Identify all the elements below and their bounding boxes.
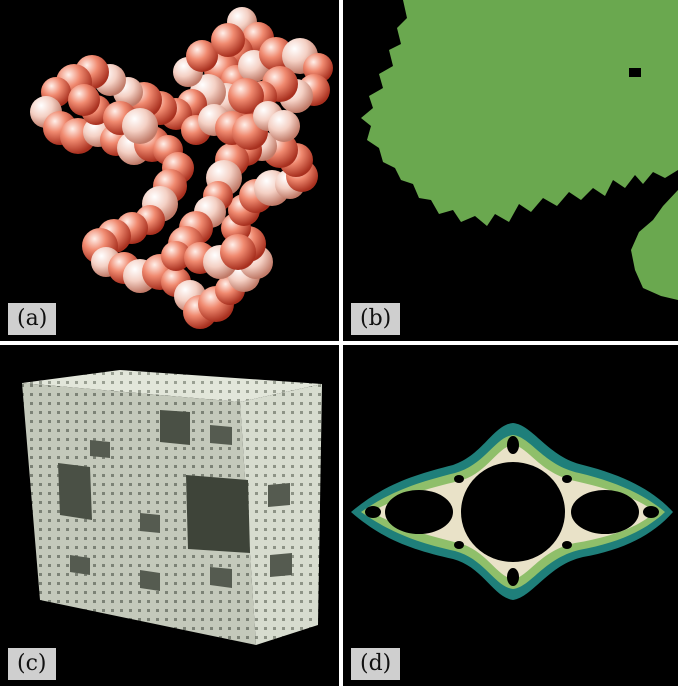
sponge-hole-small <box>210 567 232 588</box>
sponge-hole-small <box>140 570 160 591</box>
sponge-hole-center <box>186 475 250 553</box>
julia-lobe-small <box>454 475 464 483</box>
julia-lobe-small <box>507 436 519 454</box>
panel-label-c: (c) <box>8 647 56 680</box>
sponge-hole-small <box>268 483 290 507</box>
julia-set <box>351 423 673 600</box>
green-region <box>361 0 678 226</box>
sponge-hole-small <box>70 555 90 575</box>
julia-lobe-small <box>562 541 572 549</box>
sponge-left-face <box>22 383 256 645</box>
protein-sphere-model <box>30 7 333 329</box>
sponge-hole-small <box>270 553 292 577</box>
julia-lobe-small <box>454 541 464 549</box>
panel-c: (c) <box>0 345 339 686</box>
sphere <box>161 241 191 271</box>
sphere <box>186 40 218 72</box>
sponge-hole <box>160 410 190 445</box>
green-fractal-region <box>361 0 678 300</box>
sponge-hole-small <box>90 440 110 458</box>
panel-label-a: (a) <box>8 302 57 335</box>
panel-label-d: (d) <box>351 647 401 680</box>
hole <box>629 68 641 77</box>
sphere <box>68 84 100 116</box>
panel-label-b: (b) <box>351 302 401 335</box>
panel-a: (a) <box>0 0 339 341</box>
sphere-cluster <box>30 7 333 329</box>
menger-sponge <box>22 370 322 645</box>
panel-d: (d) <box>343 345 678 686</box>
sponge-top-face <box>22 370 322 402</box>
julia-lobe-left <box>385 490 453 534</box>
sphere <box>228 78 264 114</box>
sponge-hole-small <box>140 513 160 533</box>
sphere <box>211 23 245 57</box>
sphere <box>122 108 158 144</box>
sponge-hole-small <box>210 425 232 445</box>
sphere <box>220 234 256 270</box>
julia-lobe-small <box>507 568 519 586</box>
panel-b: (b) <box>343 0 678 341</box>
green-region-lower <box>631 190 678 300</box>
sponge-hole-left <box>58 463 92 520</box>
sphere <box>268 110 300 142</box>
julia-lobe-center <box>461 462 565 562</box>
julia-lobe-small <box>562 475 572 483</box>
julia-lobe-small <box>643 506 659 518</box>
julia-lobe-small <box>365 506 381 518</box>
julia-lobe-right <box>571 490 639 534</box>
sponge-right-face <box>240 384 322 645</box>
